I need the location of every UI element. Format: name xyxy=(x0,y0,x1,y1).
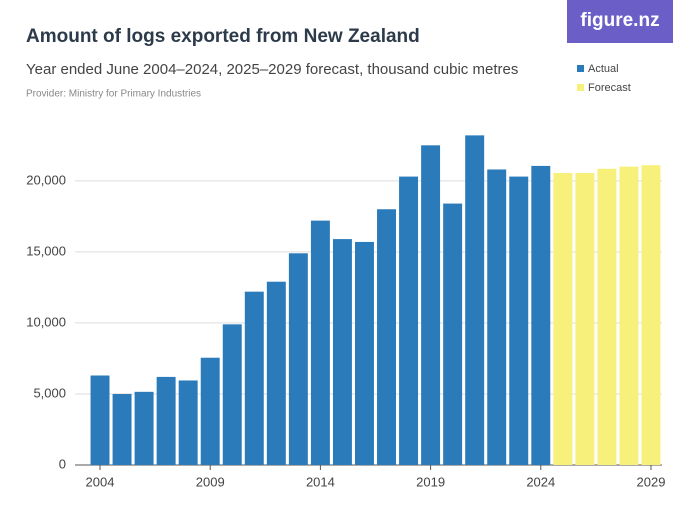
bar xyxy=(90,375,110,465)
chart-source: Provider: Ministry for Primary Industrie… xyxy=(26,89,201,100)
bar xyxy=(244,291,264,465)
bar xyxy=(531,165,551,465)
bar xyxy=(112,393,132,465)
x-tick-label: 2014 xyxy=(306,474,335,489)
legend-swatch xyxy=(577,84,584,91)
bar xyxy=(200,357,220,465)
x-tick-label: 2029 xyxy=(637,474,666,489)
x-tick-label: 2019 xyxy=(416,474,445,489)
logo-box xyxy=(567,0,673,43)
chart-subtitle: Year ended June 2004–2024, 2025–2029 for… xyxy=(26,61,518,78)
bar xyxy=(641,165,661,465)
y-tick-label: 5,000 xyxy=(33,385,66,400)
bar xyxy=(222,324,242,465)
bar xyxy=(575,173,595,466)
bar xyxy=(443,203,463,466)
y-tick-label: 0 xyxy=(59,456,66,471)
bar xyxy=(332,239,352,465)
bar xyxy=(377,209,396,465)
x-tick-label: 2004 xyxy=(86,474,115,489)
x-tick-label: 2009 xyxy=(196,474,225,489)
bar xyxy=(487,169,507,465)
legend-swatch xyxy=(577,65,584,72)
bar xyxy=(465,135,485,465)
bar xyxy=(619,166,639,465)
bar xyxy=(266,281,286,465)
legend-label: Forecast xyxy=(588,82,631,94)
logo: figure.nz xyxy=(580,10,659,31)
y-tick-label: 10,000 xyxy=(26,314,66,329)
bar xyxy=(597,168,617,465)
bar xyxy=(355,241,374,465)
bar xyxy=(156,376,176,465)
bar xyxy=(310,220,330,465)
bar xyxy=(178,380,198,465)
legend-label: Actual xyxy=(588,63,619,75)
bar xyxy=(288,253,308,465)
y-tick-label: 20,000 xyxy=(26,172,66,187)
chart-title: Amount of logs exported from New Zealand xyxy=(26,26,420,47)
bar xyxy=(421,145,441,465)
y-tick-label: 15,000 xyxy=(26,243,66,258)
bar xyxy=(509,176,529,465)
x-tick-label: 2024 xyxy=(526,474,555,489)
bar xyxy=(553,173,573,466)
bar xyxy=(134,391,154,465)
bar xyxy=(399,176,419,465)
